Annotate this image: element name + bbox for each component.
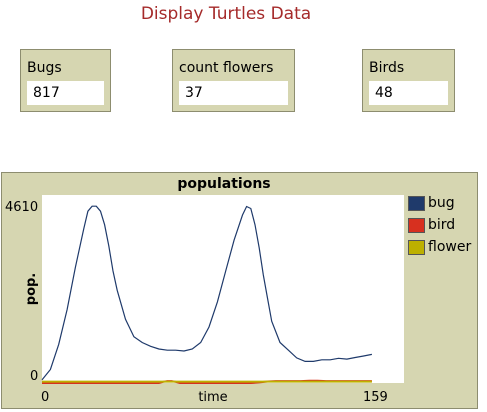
birds-monitor: Birds 48 xyxy=(362,49,455,112)
legend-item-flower: flower xyxy=(408,238,471,256)
series-layer xyxy=(41,205,373,384)
birds-monitor-value: 48 xyxy=(369,81,448,105)
count-flowers-monitor-value: 37 xyxy=(179,81,288,105)
legend-label-flower: flower xyxy=(428,239,472,255)
plot-area xyxy=(42,195,404,383)
populations-plot: populations 4610 0 0 159 time pop. bug b… xyxy=(1,172,478,409)
count-flowers-monitor: count flowers 37 xyxy=(172,49,295,112)
legend-label-bird: bird xyxy=(428,217,456,233)
bugs-monitor-label: Bugs xyxy=(27,60,62,76)
plot-canvas: populations 4610 0 0 159 time pop. xyxy=(5,176,404,405)
page-title: Display Turtles Data xyxy=(140,4,312,24)
bugs-monitor-value: 817 xyxy=(27,81,104,105)
y-min-tick-label: 0 xyxy=(30,369,38,384)
legend-swatch-bird xyxy=(408,217,425,233)
legend-item-bird: bird xyxy=(408,216,455,234)
legend-item-bug: bug xyxy=(408,194,455,212)
legend-swatch-bug xyxy=(408,195,425,211)
x-axis-label: time xyxy=(198,390,227,405)
plot-title: populations xyxy=(177,176,270,192)
legend-label-bug: bug xyxy=(428,195,455,211)
bugs-monitor: Bugs 817 xyxy=(20,49,111,112)
series-line-bug xyxy=(41,205,373,381)
y-max-tick-label: 4610 xyxy=(5,200,38,215)
y-axis-label: pop. xyxy=(24,273,39,305)
legend-swatch-flower xyxy=(408,239,425,255)
x-max-tick-label: 159 xyxy=(363,390,388,405)
birds-monitor-label: Birds xyxy=(369,60,405,76)
count-flowers-monitor-label: count flowers xyxy=(179,60,274,76)
x-min-tick-label: 0 xyxy=(41,390,49,405)
